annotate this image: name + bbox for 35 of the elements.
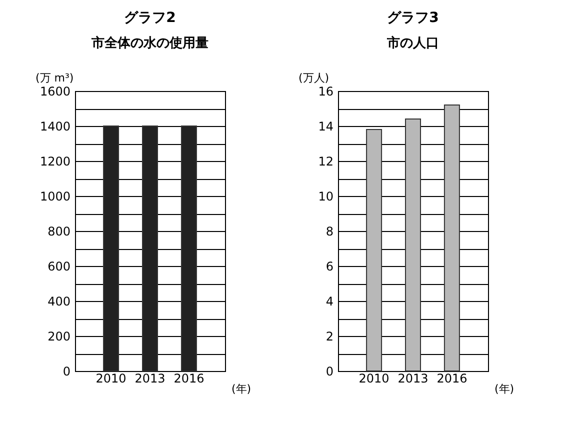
x-tick-label: 2016 [436,372,468,386]
x-tick-label: 2010 [358,372,390,386]
x-axis-title: (年) [494,382,514,396]
x-tick-label: 2016 [174,372,204,386]
x-tick-label: 2013 [398,372,428,386]
x-tick-label: 2013 [134,372,166,386]
y-tick-label: 4 [326,294,334,308]
y-tick-label: 1400 [40,120,70,134]
bar [444,104,460,372]
bar [366,129,382,372]
y-tick-label: 0 [62,364,70,378]
y-tick-label: 16 [318,84,334,98]
y-tick-label: 600 [48,260,70,274]
y-tick-label: 400 [48,294,70,308]
chart-subtitle: 市の人口 [386,35,439,51]
y-tick-label: 10 [318,190,334,204]
y-tick-label: 2 [326,330,334,344]
y-tick-label: 1600 [40,84,70,98]
bar [405,118,421,372]
y-tick-label: 6 [326,260,334,274]
y-tick-label: 1000 [40,190,70,204]
y-tick-label: 800 [48,224,70,238]
chart-subtitle: 市全体の水の使用量 [90,35,208,51]
y-tick-label: 0 [326,364,334,378]
y-tick-label: 200 [48,330,70,344]
y-axis-title: (万 m³) [36,72,74,84]
y-tick-label: 12 [318,154,334,168]
y-tick-label: 8 [326,224,334,238]
chart-title: グラフ2 [124,10,176,26]
chart-title: グラフ3 [387,10,439,26]
y-tick-label: 14 [318,120,334,134]
x-axis-title: (年) [232,382,252,396]
y-axis-title: (万人) [298,72,330,84]
y-tick-label: 1200 [40,154,70,168]
x-tick-label: 2010 [96,372,126,386]
